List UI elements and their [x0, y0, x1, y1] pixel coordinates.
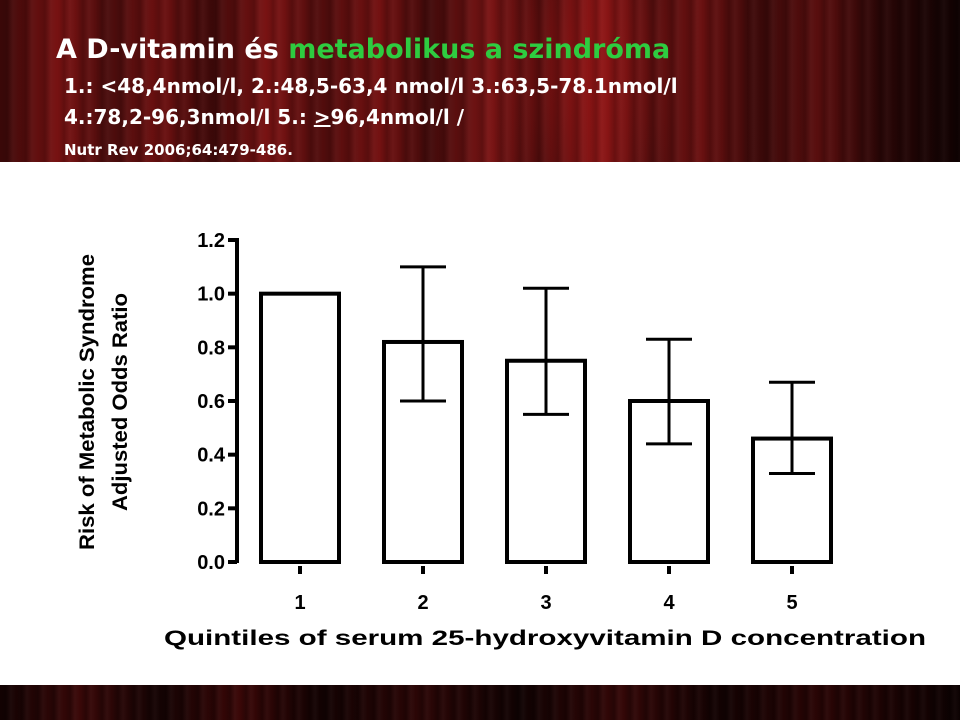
y-tick-label: 1.0 — [197, 284, 225, 306]
slide-title: A D-vitamin és metabolikus a szindróma — [56, 34, 670, 65]
slide-footer — [0, 685, 960, 720]
y-tick-label: 0.0 — [197, 552, 225, 574]
y-tick-label: 0.8 — [197, 337, 225, 359]
y-axis-label-line-2: Adjusted Odds Ratio — [109, 293, 132, 511]
quintile-ranges-line-2: 4.:78,2-96,3nmol/l 5.: >96,4nmol/l / — [64, 105, 464, 129]
title-part-1: A D-vitamin és — [56, 34, 289, 65]
bar-chart: 0.0 0.2 0.4 0.6 0.8 1.0 1.2 1 2 3 4 5 Quintiles of s… — [76, 230, 926, 650]
y-tick-label: 0.2 — [197, 498, 225, 520]
slide-header: A D-vitamin és metabolikus a szindróma 1… — [0, 0, 960, 162]
y-axis-label-line-1: Risk of Metabolic Syndrome — [76, 254, 99, 550]
y-tick-label: 0.4 — [197, 445, 226, 467]
quintile-ranges-line-1: 1.: <48,4nmol/l, 2.:48,5-63,4 nmol/l 3.:… — [64, 74, 678, 98]
line2-underlined-symbol: > — [313, 105, 331, 129]
x-tick-label: 5 — [786, 592, 797, 614]
line2-part-a: 4.:78,2-96,3nmol/l 5.: — [64, 105, 314, 129]
line2-part-c: 96,4nmol/l / — [330, 105, 464, 129]
title-part-2: metabolikus a szindróma — [288, 34, 671, 65]
x-tick-label: 1 — [294, 592, 305, 614]
reference-citation: Nutr Rev 2006;64:479-486. — [64, 141, 293, 159]
x-tick-label: 2 — [417, 592, 428, 614]
y-tick-label: 1.2 — [197, 230, 225, 252]
x-tick-label: 3 — [540, 592, 551, 614]
y-tick-label: 0.6 — [197, 391, 225, 413]
x-axis-label: Quintiles of serum 25-hydroxyvitamin D c… — [164, 627, 926, 650]
x-tick-label: 4 — [663, 592, 675, 614]
bar — [259, 291, 341, 564]
